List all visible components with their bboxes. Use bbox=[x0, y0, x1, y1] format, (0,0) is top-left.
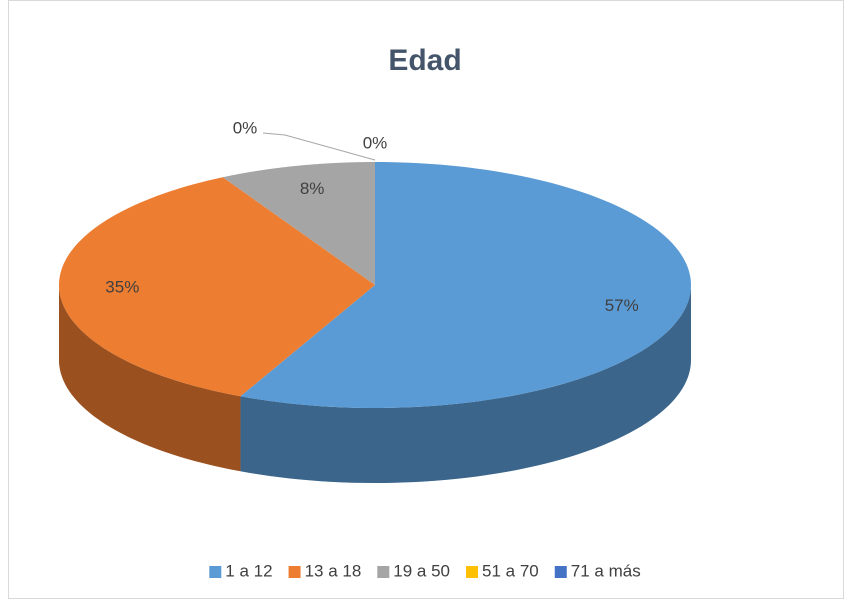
data-label: 8% bbox=[300, 179, 325, 198]
legend-swatch bbox=[554, 566, 567, 578]
data-label: 35% bbox=[105, 278, 139, 297]
data-label: 57% bbox=[605, 296, 639, 315]
chart-title: Edad bbox=[388, 44, 461, 77]
legend-label: 19 a 50 bbox=[393, 561, 450, 580]
legend: 1 a 12 13 a 18 19 a 50 51 a 70 71 a más bbox=[209, 561, 641, 580]
slice bbox=[240, 162, 691, 408]
slice bbox=[59, 177, 375, 397]
slice-side bbox=[240, 285, 692, 483]
leader-line bbox=[262, 132, 376, 161]
legend-swatch bbox=[288, 566, 301, 578]
slice bbox=[222, 162, 375, 285]
legend-label: 71 a más bbox=[571, 561, 641, 580]
data-label: 0% bbox=[363, 133, 388, 152]
legend-label: 13 a 18 bbox=[305, 561, 362, 580]
slice-side-shade bbox=[59, 285, 241, 472]
legend-swatch bbox=[209, 566, 222, 578]
legend-swatch bbox=[377, 566, 390, 578]
data-label: 0% bbox=[233, 118, 258, 137]
slice-side-shade bbox=[240, 285, 692, 483]
slice-side bbox=[59, 285, 241, 472]
legend-label: 1 a 12 bbox=[225, 561, 272, 580]
legend-label: 51 a 70 bbox=[482, 561, 539, 580]
legend-swatch bbox=[466, 566, 479, 578]
